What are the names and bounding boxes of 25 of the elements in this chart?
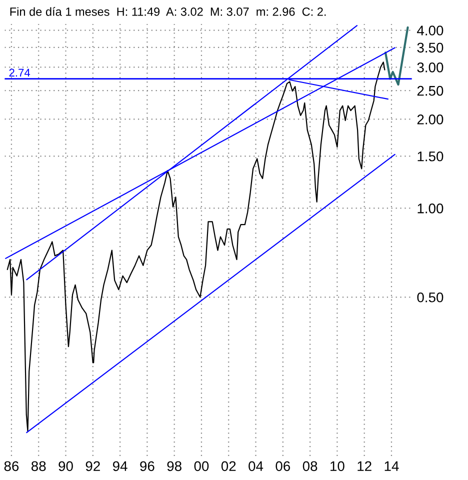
x-tick-label: 90 (58, 461, 73, 472)
chart-title: Fin de día 1 meses H: 11:49 A: 3.02 M: 3.07 m: 2.96 C: 2. (10, 7, 326, 16)
x-tick-label: 88 (31, 461, 46, 472)
y-tick-label: 4.00 (417, 26, 444, 36)
y-tick-label: 2.00 (417, 114, 444, 124)
x-tick-label: 92 (86, 461, 100, 472)
y-tick-label: 1.50 (418, 151, 444, 162)
y-tick-label: 0.50 (417, 292, 444, 302)
x-tick-label: 04 (248, 461, 264, 472)
x-tick-label: 00 (194, 461, 209, 472)
x-tick-label: 98 (167, 461, 182, 472)
x-tick-label: 86 (4, 461, 19, 472)
y-tick-label: 1.00 (418, 204, 444, 214)
x-tick-label: 06 (276, 461, 290, 472)
x-tick-label: 02 (221, 461, 236, 472)
x-tick-label: 96 (140, 461, 154, 472)
y-tick-label: 2.50 (417, 86, 444, 96)
ref-line-label: 2.74 (9, 68, 30, 77)
y-tick-label: 3.00 (417, 62, 444, 72)
x-tick-label: 94 (112, 461, 128, 472)
y-tick-label: 3.50 (417, 42, 444, 53)
x-tick-label: 08 (302, 461, 318, 472)
x-tick-label: 12 (358, 461, 372, 471)
x-tick-label: 14 (384, 461, 399, 471)
x-tick-label: 10 (330, 461, 344, 472)
